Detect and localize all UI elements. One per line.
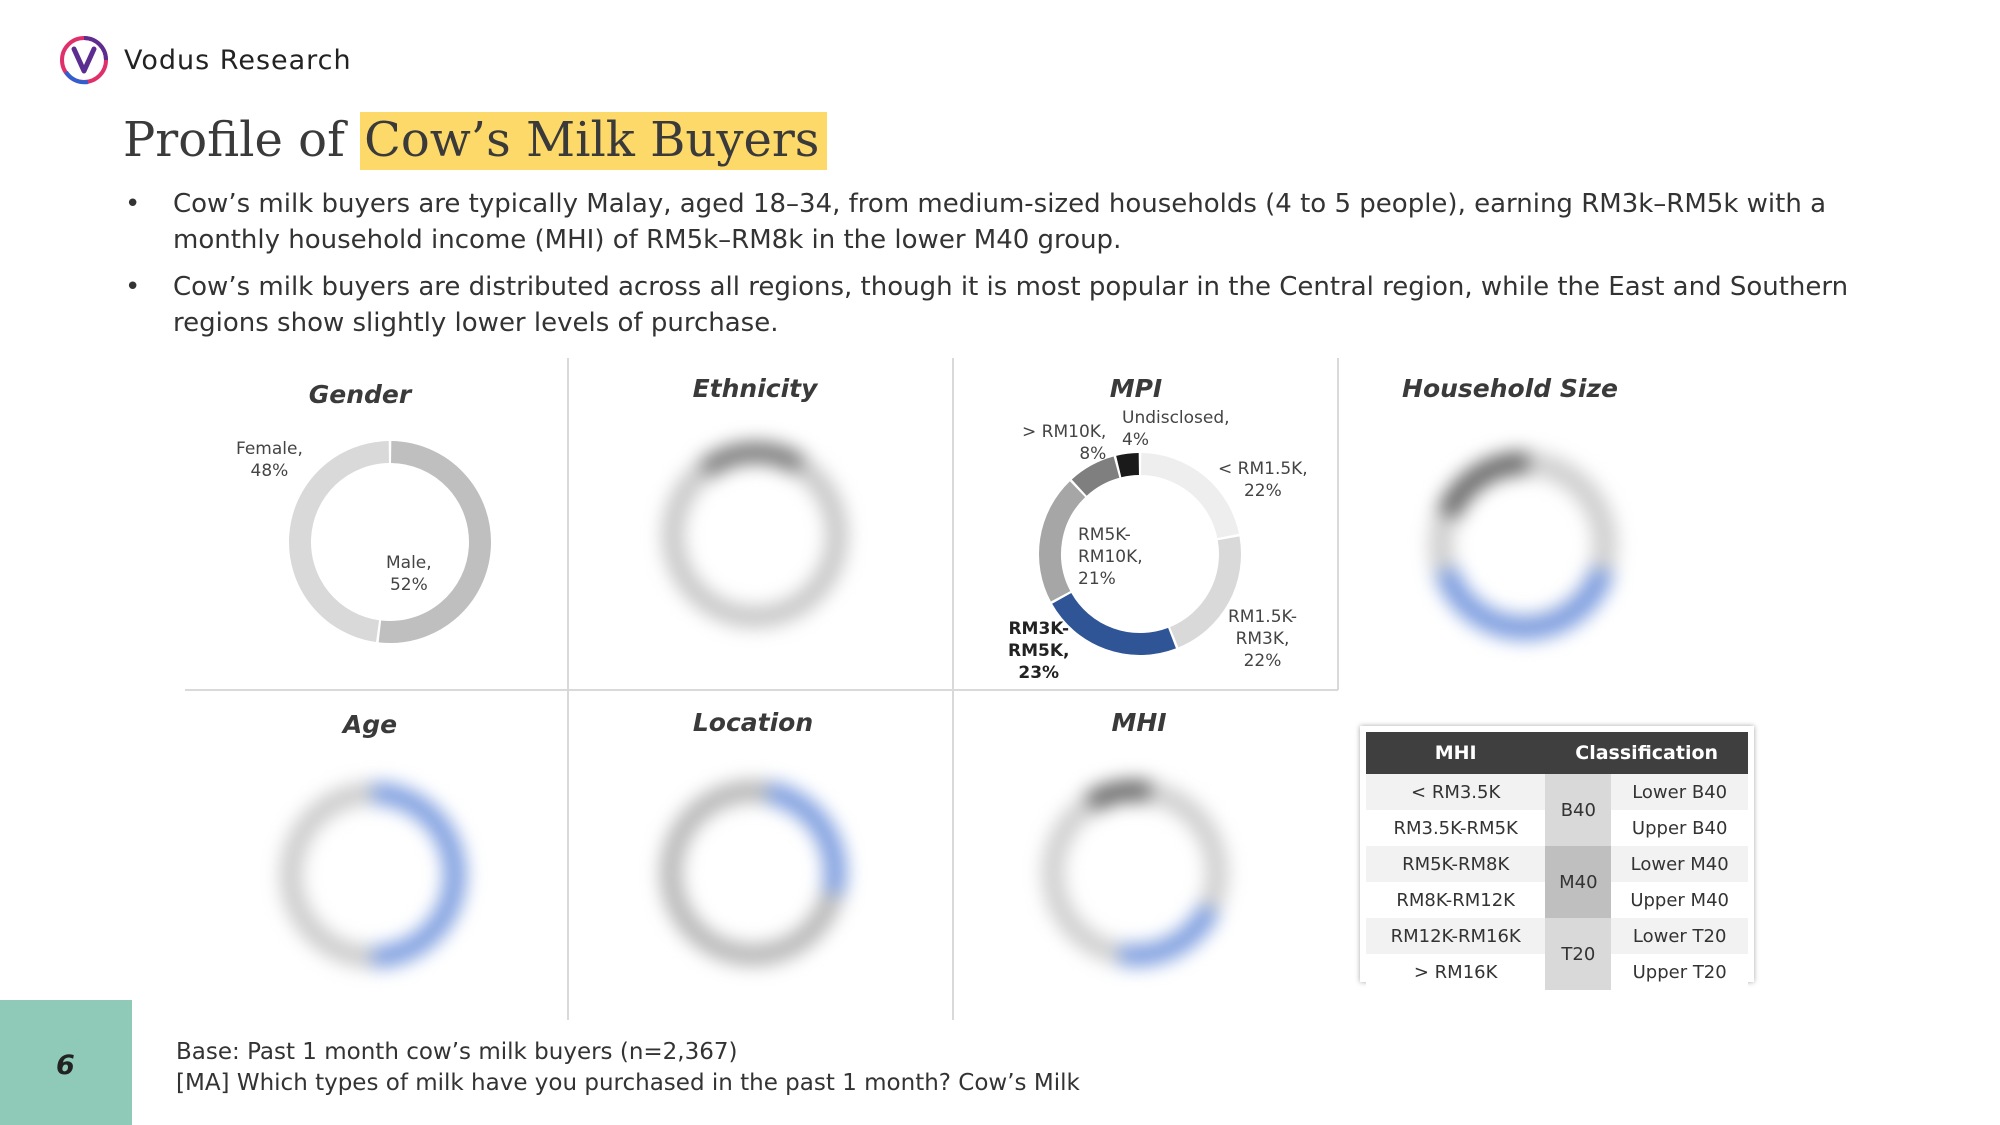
table-cell-class: Upper T20 bbox=[1611, 954, 1748, 990]
mpi-rm1-5k-rm3k-label: RM1.5K- RM3K, 22% bbox=[1228, 606, 1297, 672]
mhi-blurred-donut bbox=[1042, 779, 1228, 967]
mpi-label-pct: 23% bbox=[1018, 663, 1060, 683]
grid-divider bbox=[185, 689, 1338, 691]
household-size-blurred-donut bbox=[1429, 450, 1617, 641]
mpi-label-line: RM10K, bbox=[1078, 547, 1143, 567]
table-header-classification: Classification bbox=[1545, 732, 1748, 774]
footer-notes: Base: Past 1 month cow’s milk buyers (n=… bbox=[176, 1037, 1080, 1099]
brand-name: Vodus Research bbox=[124, 44, 352, 76]
mpi-slice-4 bbox=[1071, 456, 1120, 496]
mpi-label-name: > RM10K, bbox=[1022, 422, 1107, 442]
mpi-label-pct: 8% bbox=[1079, 444, 1107, 464]
page-title: Profile of Cow’s Milk Buyers bbox=[123, 112, 828, 170]
footer-base: Base: Past 1 month cow’s milk buyers (n=… bbox=[176, 1039, 738, 1065]
footer-question: [MA] Which types of milk have you purcha… bbox=[176, 1070, 1080, 1096]
table-group-b40: B40 bbox=[1545, 774, 1612, 846]
table-cell-class: Upper B40 bbox=[1611, 810, 1748, 846]
mhi-classification-table: MHI Classification < RM3.5K B40 Lower B4… bbox=[1360, 726, 1754, 990]
mpi-over-rm10k-label: > RM10K, 8% bbox=[1022, 421, 1106, 465]
chart-title-gender: Gender bbox=[308, 380, 412, 409]
table-cell-class: Upper M40 bbox=[1611, 882, 1748, 918]
table-cell-class: Lower B40 bbox=[1611, 774, 1748, 810]
mpi-label-pct: 22% bbox=[1243, 651, 1282, 671]
gender-male-label-pct: 52% bbox=[389, 575, 428, 595]
chart-title-ethnicity: Ethnicity bbox=[692, 374, 818, 403]
table-cell-mhi: RM5K-RM8K bbox=[1366, 846, 1546, 882]
mpi-label-line: RM5K, bbox=[1008, 641, 1070, 661]
mhi-table-grid: MHI Classification < RM3.5K B40 Lower B4… bbox=[1366, 732, 1748, 990]
chart-title-location: Location bbox=[692, 708, 814, 737]
bullet-dot: • bbox=[125, 189, 141, 219]
chart-title-age: Age bbox=[342, 710, 398, 739]
gender-female-label: Female, 48% bbox=[236, 438, 303, 482]
bullet-item: • Cow’s milk buyers are typically Malay,… bbox=[123, 186, 1903, 258]
bullet-text: Cow’s milk buyers are distributed across… bbox=[173, 272, 1849, 338]
mpi-label-line: RM3K, bbox=[1235, 629, 1290, 649]
location-blurred-donut bbox=[660, 780, 847, 966]
mpi-slice-3 bbox=[1039, 481, 1086, 602]
table-cell-mhi: > RM16K bbox=[1366, 954, 1546, 990]
chart-title-household-size: Household Size bbox=[1402, 374, 1618, 403]
table-cell-class: Lower T20 bbox=[1611, 918, 1748, 954]
mpi-rm3k-rm5k-label: RM3K- RM5K, 23% bbox=[1008, 618, 1069, 684]
summary-bullets: • Cow’s milk buyers are typically Malay,… bbox=[123, 186, 1903, 352]
table-cell-mhi: RM8K-RM12K bbox=[1366, 882, 1546, 918]
page-number: 6 bbox=[56, 1050, 75, 1081]
gender-male-label-name: Male, bbox=[386, 553, 432, 573]
table-header-mhi: MHI bbox=[1366, 732, 1546, 774]
title-prefix: Profile of bbox=[123, 112, 361, 168]
table-cell-mhi: < RM3.5K bbox=[1366, 774, 1546, 810]
mpi-slice-2 bbox=[1052, 592, 1176, 655]
table-row: RM12K-RM16K T20 Lower T20 bbox=[1366, 918, 1748, 990]
mpi-label-line: RM5K- bbox=[1078, 525, 1131, 545]
gender-donut-chart bbox=[289, 441, 491, 643]
grid-divider bbox=[1337, 358, 1339, 690]
table-row: RM3.5K-RM5K Upper B40 bbox=[1366, 810, 1748, 846]
chart-title-mhi: MHI bbox=[1111, 708, 1167, 737]
brand: Vodus Research bbox=[58, 34, 352, 86]
gender-slice-1 bbox=[289, 441, 390, 643]
mpi-under-rm1-5k-label: < RM1.5K, 22% bbox=[1218, 458, 1308, 502]
bullet-text: Cow’s milk buyers are typically Malay, a… bbox=[173, 189, 1827, 255]
mpi-rm5k-rm10k-label: RM5K- RM10K, 21% bbox=[1078, 524, 1143, 590]
gender-slice-0 bbox=[378, 441, 491, 643]
mpi-label-pct: 21% bbox=[1078, 569, 1116, 589]
gender-female-label-name: Female, bbox=[236, 439, 303, 459]
mpi-label-line: RM1.5K- bbox=[1228, 607, 1298, 627]
mpi-label-line: RM3K- bbox=[1008, 619, 1070, 639]
title-highlight: Cow’s Milk Buyers bbox=[360, 112, 828, 170]
mpi-slice-1 bbox=[1169, 536, 1241, 648]
mpi-slice-0 bbox=[1140, 453, 1239, 539]
table-row: RM5K-RM8K M40 Lower M40 bbox=[1366, 846, 1748, 918]
table-row: > RM16K Upper T20 bbox=[1366, 954, 1748, 990]
table-group-m40: M40 bbox=[1545, 846, 1612, 918]
ethnicity-blurred-donut bbox=[662, 441, 848, 628]
mpi-label-name: < RM1.5K, bbox=[1218, 459, 1308, 479]
mpi-donut-chart bbox=[1039, 453, 1241, 655]
table-row: < RM3.5K B40 Lower B40 bbox=[1366, 774, 1748, 846]
gender-male-label: Male, 52% bbox=[386, 552, 432, 596]
age-blurred-donut bbox=[280, 782, 466, 968]
table-cell-class: Lower M40 bbox=[1611, 846, 1748, 882]
vodus-v-logo-icon bbox=[60, 36, 108, 85]
bullet-dot: • bbox=[125, 272, 141, 302]
mpi-label-pct: 4% bbox=[1122, 430, 1149, 450]
chart-title-mpi: MPI bbox=[1109, 374, 1163, 403]
table-row: RM8K-RM12K Upper M40 bbox=[1366, 882, 1748, 918]
table-group-t20: T20 bbox=[1545, 918, 1612, 990]
bullet-item: • Cow’s milk buyers are distributed acro… bbox=[123, 269, 1903, 341]
mpi-undisclosed-label: Undisclosed, 4% bbox=[1122, 407, 1230, 451]
mpi-slice-5 bbox=[1116, 453, 1140, 478]
page-number-tab: 6 bbox=[0, 1000, 132, 1125]
mpi-label-pct: 22% bbox=[1243, 481, 1282, 501]
gender-female-label-pct: 48% bbox=[250, 461, 289, 481]
mpi-label-name: Undisclosed, bbox=[1122, 408, 1230, 428]
table-cell-mhi: RM12K-RM16K bbox=[1366, 918, 1546, 954]
table-cell-mhi: RM3.5K-RM5K bbox=[1366, 810, 1546, 846]
